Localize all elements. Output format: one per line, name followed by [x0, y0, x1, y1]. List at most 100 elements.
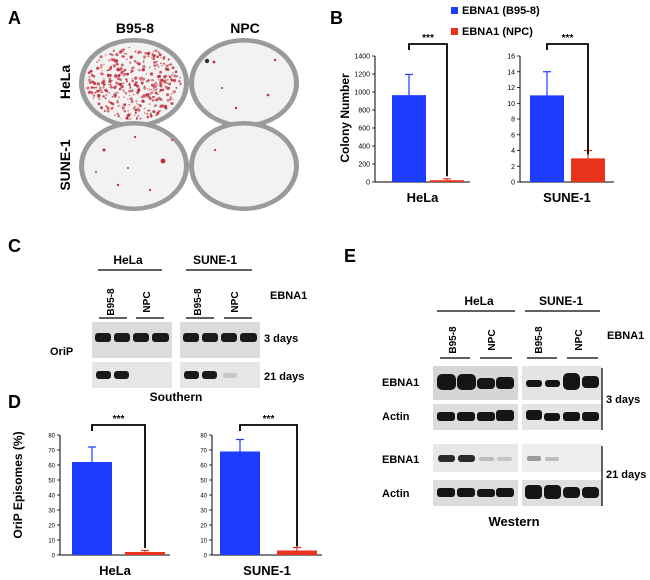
- y-tick-label: 400: [358, 144, 370, 151]
- significance-bracket: [239, 424, 298, 547]
- significance-bracket: [546, 43, 589, 155]
- y-tick-label: 60: [48, 464, 55, 470]
- plate-sune-1-b95-8: [79, 121, 189, 211]
- bar: [277, 550, 317, 555]
- lane-label: B95-8: [534, 326, 545, 354]
- y-tick-label: 12: [507, 85, 515, 92]
- y-tick-label: 4: [511, 148, 515, 155]
- y-tick-label: 80: [200, 434, 207, 440]
- method-southern: Southern: [150, 390, 203, 404]
- y-tick-label: 10: [200, 539, 207, 545]
- cell-line-hela: HeLa: [113, 253, 143, 267]
- lane-label: NPC: [487, 329, 498, 350]
- lane-label: B95-8: [106, 288, 117, 316]
- bar: [125, 552, 165, 555]
- western-blot-actin-3-days: [433, 404, 602, 430]
- legend-swatch-b95-8: [451, 7, 458, 14]
- row-header-hela: HeLa: [57, 65, 73, 99]
- blot-label-actin: Actin: [382, 488, 410, 500]
- chart-d-hela: 0 10 20 30 40 50 60 70 80 *** HeLa: [48, 414, 170, 578]
- panel-letter-e: E: [344, 246, 356, 266]
- significance-label: ***: [113, 414, 125, 425]
- y-tick-label: 0: [366, 180, 370, 187]
- legend-swatch-npc: [451, 28, 458, 35]
- y-tick-label: 14: [507, 69, 515, 76]
- y-tick-label: 70: [200, 449, 207, 455]
- ebna1-row-label: EBNA1: [607, 330, 644, 342]
- timepoint-21-days: 21 days: [264, 371, 304, 383]
- lane-label: B95-8: [193, 288, 204, 316]
- lane-label: B95-8: [448, 326, 459, 354]
- y-tick-label: 0: [52, 554, 56, 560]
- chart-d-sune-1: 0 10 20 30 40 50 60 70 80 *** SUNE-1: [200, 414, 322, 578]
- y-tick-label: 1400: [354, 54, 370, 61]
- probe-label-orip: OriP: [50, 346, 73, 358]
- significance-label: ***: [422, 33, 434, 44]
- y-tick-label: 200: [358, 162, 370, 169]
- y-tick-label: 80: [48, 434, 55, 440]
- western-blot-ebna1-3-days: [433, 366, 602, 400]
- col-header-b95-8: B95-8: [116, 20, 154, 36]
- y-tick-label: 8: [511, 117, 515, 124]
- ebna1-row-label: EBNA1: [270, 290, 307, 302]
- blot-label-ebna1: EBNA1: [382, 377, 419, 389]
- bar: [430, 180, 464, 182]
- y-tick-label: 30: [48, 509, 55, 515]
- y-tick-label: 10: [507, 101, 515, 108]
- plate-sune-1-npc: [189, 121, 299, 211]
- legend: EBNA1 (B95-8) EBNA1 (NPC): [451, 5, 540, 38]
- blot-label-actin: Actin: [382, 411, 410, 423]
- y-tick-label: 40: [200, 494, 207, 500]
- panel-e: E HeLa SUNE-1 B95-8 NPC B95-8 NPC EBNA1 …: [344, 246, 646, 529]
- southern-blot-3-days: [92, 322, 260, 358]
- panel-b: B EBNA1 (B95-8) EBNA1 (NPC) Colony Numbe…: [330, 5, 614, 205]
- y-tick-label: 6: [511, 132, 515, 139]
- colonies: [86, 46, 182, 120]
- lane-label: NPC: [230, 291, 241, 312]
- western-blot-ebna1-21-days: [433, 444, 602, 472]
- cell-line-hela: HeLa: [464, 294, 494, 308]
- significance-label: ***: [263, 414, 275, 425]
- panel-letter-b: B: [330, 8, 343, 28]
- x-label: SUNE-1: [243, 563, 291, 578]
- significance-label: ***: [562, 33, 574, 44]
- legend-label-b95-8: EBNA1 (B95-8): [462, 5, 540, 17]
- bar: [220, 451, 260, 555]
- y-tick-label: 50: [48, 479, 55, 485]
- x-label: SUNE-1: [543, 190, 591, 205]
- y-tick-label: 50: [200, 479, 207, 485]
- panel-a: A B95-8 NPC HeLa SUNE-1: [8, 8, 299, 211]
- y-tick-label: 16: [507, 54, 515, 61]
- bar: [392, 95, 426, 182]
- blot-label-ebna1: EBNA1: [382, 454, 419, 466]
- legend-label-npc: EBNA1 (NPC): [462, 26, 533, 38]
- y-tick-label: 20: [200, 524, 207, 530]
- y-tick-label: 1200: [354, 72, 370, 79]
- southern-blot-21-days: [92, 362, 260, 388]
- y-tick-label: 0: [204, 554, 208, 560]
- ylabel-colony-number: Colony Number: [338, 73, 352, 163]
- cell-line-sune-1: SUNE-1: [193, 253, 237, 267]
- significance-bracket: [91, 424, 146, 548]
- panel-c: C HeLa SUNE-1 B95-8 NPC B95-8 NPC EBNA1: [8, 236, 307, 404]
- y-tick-label: 800: [358, 108, 370, 115]
- cell-line-sune-1: SUNE-1: [539, 294, 583, 308]
- timepoint-3-days: 3 days: [606, 394, 640, 406]
- western-blot-actin-21-days: [433, 480, 602, 506]
- y-tick-label: 2: [511, 164, 515, 171]
- timepoint-21-days: 21 days: [606, 469, 646, 481]
- method-western: Western: [488, 514, 539, 529]
- plate-hela-b95-8: [79, 38, 189, 128]
- panel-letter-d: D: [8, 392, 21, 412]
- y-tick-label: 600: [358, 126, 370, 133]
- y-tick-label: 10: [48, 539, 55, 545]
- chart-b-hela: 0 200 400 600 800 1000 1200 1400 *** HeLa: [354, 33, 470, 205]
- bar: [72, 462, 112, 555]
- x-label: HeLa: [407, 190, 440, 205]
- panel-letter-c: C: [8, 236, 21, 256]
- bar: [530, 95, 564, 182]
- panel-d: D OriP Episomes (%) 0 10 20 30 40 50 60 70 80 ***…: [8, 392, 322, 578]
- timepoint-3-days: 3 days: [264, 333, 298, 345]
- col-header-npc: NPC: [230, 20, 260, 36]
